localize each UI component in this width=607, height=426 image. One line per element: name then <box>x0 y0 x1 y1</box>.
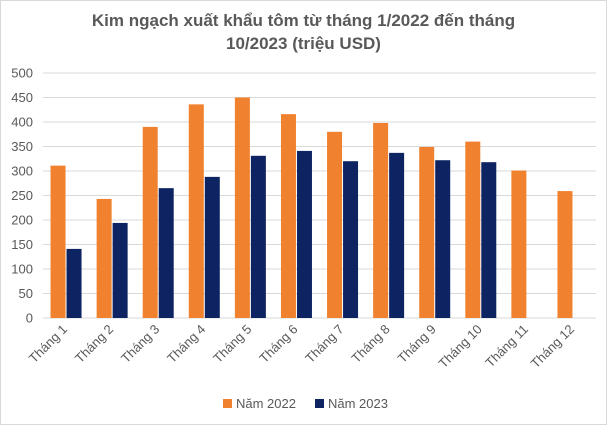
bar-2022 <box>557 191 573 318</box>
bar-2022 <box>373 122 389 318</box>
y-tick-label: 200 <box>11 213 33 228</box>
bar-2023 <box>158 188 174 318</box>
y-tick-label: 150 <box>11 237 33 252</box>
x-tick-label: Tháng 8 <box>348 322 392 366</box>
bar-2023 <box>481 162 497 318</box>
y-tick-label: 250 <box>11 188 33 203</box>
bar-2023 <box>204 176 220 318</box>
y-tick-label: 500 <box>11 66 33 81</box>
x-tick-label: Tháng 9 <box>394 322 438 366</box>
y-tick-label: 0 <box>26 311 33 326</box>
y-tick-label: 300 <box>11 164 33 179</box>
bar-2022 <box>511 170 527 318</box>
x-tick-label: Tháng 12 <box>528 322 577 371</box>
y-tick-label: 350 <box>11 139 33 154</box>
bar-2023 <box>250 155 266 318</box>
bar-2023 <box>343 161 359 318</box>
x-tick-label: Tháng 6 <box>256 322 300 366</box>
bar-2023 <box>389 152 405 318</box>
bar-2023 <box>435 160 451 318</box>
bar-2022 <box>96 198 112 318</box>
legend-swatch-2023 <box>315 399 324 408</box>
legend-label-2022: Năm 2022 <box>236 396 296 411</box>
y-tick-label: 400 <box>11 115 33 130</box>
y-tick-label: 50 <box>19 286 33 301</box>
bar-2022 <box>280 114 296 318</box>
x-tick-label: Tháng 2 <box>72 322 116 366</box>
bar-2022 <box>419 146 435 318</box>
bar-2022 <box>50 165 66 318</box>
bar-2022 <box>465 141 481 318</box>
x-tick-label: Tháng 5 <box>210 322 254 366</box>
x-tick-label: Tháng 4 <box>164 322 208 366</box>
chart-title: Kim ngạch xuất khẩu tôm từ tháng 1/2022 … <box>91 11 516 53</box>
bar-2023 <box>66 248 82 318</box>
bar-2022 <box>142 126 158 319</box>
bar-2022 <box>188 104 204 318</box>
legend-swatch-2022 <box>223 399 232 408</box>
x-tick-label: Tháng 3 <box>118 322 162 366</box>
legend-label-2023: Năm 2023 <box>328 396 388 411</box>
x-tick-label: Tháng 11 <box>482 322 531 371</box>
x-tick-label: Tháng 7 <box>302 322 346 366</box>
x-tick-label: Tháng 1 <box>26 322 70 366</box>
bar-2022 <box>327 131 343 318</box>
bar-2023 <box>112 222 128 318</box>
bar-2022 <box>234 97 250 318</box>
y-tick-label: 100 <box>11 262 33 277</box>
x-tick-label: Tháng 10 <box>435 322 484 371</box>
bar-2023 <box>296 150 312 318</box>
y-tick-label: 450 <box>11 90 33 105</box>
